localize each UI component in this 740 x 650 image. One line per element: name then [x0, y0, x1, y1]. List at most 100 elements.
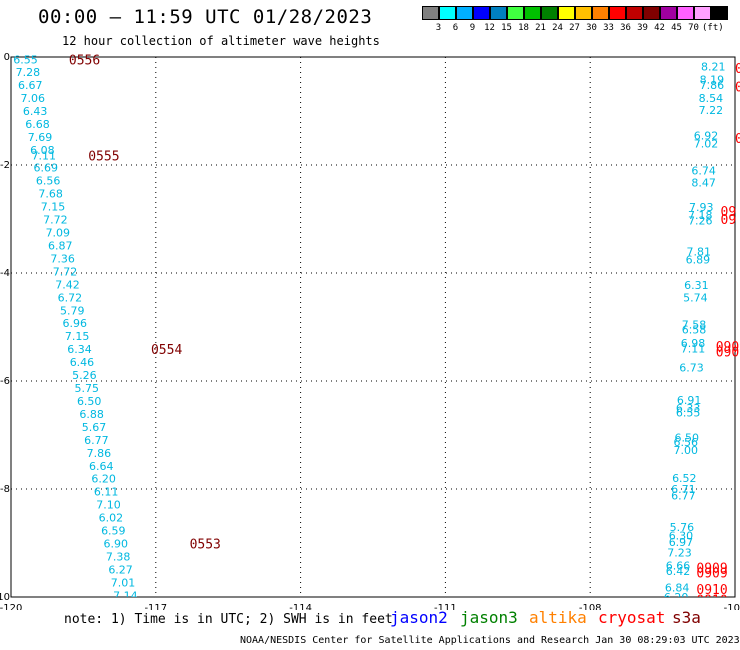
wave-height-label: 6.74 — [691, 164, 716, 177]
wave-height-label: 6.98 — [681, 337, 706, 350]
x-tick-label: -114 — [289, 603, 312, 610]
wave-height-label: 7.11 — [681, 343, 706, 356]
legend-item-s3a: s3a — [672, 608, 701, 627]
wave-height-label: 6.11 — [94, 486, 119, 499]
wave-height-label: 7.14 — [113, 589, 138, 602]
time-label: 0 — [735, 132, 740, 147]
wave-height-label: 6.55 — [13, 54, 38, 67]
y-tick-label: -2 — [0, 160, 10, 171]
wave-height-label: 6.66 — [666, 560, 691, 573]
page-subtitle: 12 hour collection of altimeter wave hei… — [62, 34, 380, 48]
color-swatch — [660, 6, 677, 20]
time-label: 0909 — [716, 340, 740, 355]
wave-height-label: 6.59 — [101, 525, 126, 538]
time-label: 0910 — [696, 583, 727, 598]
time-label: 09 — [721, 213, 737, 228]
time-label: 0 — [735, 81, 740, 96]
wave-height-label: 6.34 — [67, 343, 92, 356]
time-label: 0553 — [190, 538, 221, 553]
wave-height-label: 7.58 — [682, 318, 707, 331]
map-frame — [10, 56, 736, 598]
color-swatch — [694, 6, 711, 20]
time-label: 0555 — [88, 149, 119, 164]
color-swatch — [456, 6, 473, 20]
wave-height-label: 7.18 — [688, 209, 713, 222]
time-label: 0909 — [716, 345, 740, 360]
wave-height-label: 7.15 — [65, 330, 90, 343]
color-swatch — [439, 6, 456, 20]
wave-height-label: 6.56 — [36, 175, 61, 188]
color-swatch — [507, 6, 524, 20]
wave-height-label: 5.67 — [82, 421, 107, 434]
legend-item-jason3: jason3 — [460, 608, 518, 627]
time-label: 09 — [721, 205, 737, 220]
color-swatch — [558, 6, 575, 20]
wave-height-label: 6.92 — [694, 129, 719, 142]
y-tick-label: -6 — [0, 376, 10, 387]
time-label: 0556 — [69, 54, 100, 69]
wave-height-label: 6.96 — [62, 317, 87, 330]
color-swatch — [524, 6, 541, 20]
wave-height-label: 6.72 — [58, 291, 83, 304]
wave-height-label: 6.42 — [666, 565, 691, 578]
color-scale-label: 70 — [688, 23, 699, 33]
color-swatch — [643, 6, 660, 20]
color-swatch — [541, 6, 558, 20]
x-tick-label: -105 — [724, 603, 740, 610]
wave-height-label: 6.64 — [89, 460, 114, 473]
wave-height-label: 7.15 — [41, 201, 66, 214]
wave-height-label: 7.06 — [20, 92, 45, 105]
wave-height-label: 7.93 — [689, 201, 714, 214]
color-scale-label: 12 — [484, 23, 495, 33]
color-swatch — [473, 6, 490, 20]
wave-height-label: 5.79 — [60, 304, 85, 317]
wave-height-label: 6.27 — [108, 563, 133, 576]
color-scale-label: 30 — [586, 23, 597, 33]
wave-height-label: 7.42 — [55, 278, 80, 291]
y-tick-label: -8 — [0, 484, 10, 495]
wave-height-label: 5.26 — [72, 369, 97, 382]
color-scale-label: 33 — [603, 23, 614, 33]
color-scale-label: 36 — [620, 23, 631, 33]
wave-height-label: 6.30 — [669, 529, 694, 542]
wave-height-label: 7.01 — [111, 576, 136, 589]
color-scale-label: 45 — [671, 23, 682, 33]
wave-height-label: 6.58 — [682, 324, 707, 337]
color-swatch — [422, 6, 439, 20]
y-tick-label: -4 — [0, 268, 10, 279]
wave-height-label: 7.69 — [28, 131, 53, 144]
wave-height-label: 6.77 — [84, 434, 109, 447]
wave-height-label: 8.47 — [691, 176, 716, 189]
wave-height-label: 7.38 — [106, 551, 131, 564]
wave-height-label: 7.23 — [667, 547, 692, 560]
legend-item-altika: altika — [529, 608, 587, 627]
time-label: 0910 — [696, 594, 727, 609]
wave-height-label: 7.22 — [699, 104, 724, 117]
legend-item-jason2: jason2 — [390, 608, 448, 627]
wave-height-label: 5.74 — [683, 291, 708, 304]
wave-height-label: 6.20 — [664, 591, 689, 604]
color-swatch — [575, 6, 592, 20]
time-label: 0909 — [696, 567, 727, 582]
color-scale-label: 42 — [654, 23, 665, 33]
color-swatch — [711, 6, 728, 20]
wave-height-label: 6.88 — [79, 408, 104, 421]
map-axes: -120 -117 -114 -111 -108 -105 0 -2 -4 -6 -8 -10 — [0, 52, 740, 610]
wave-height-label: 5.75 — [75, 382, 100, 395]
wave-height-label: 7.72 — [43, 214, 68, 227]
color-scale-label: 21 — [535, 23, 546, 33]
y-tick-label: 0 — [4, 52, 10, 63]
wave-height-label: 6.68 — [25, 118, 50, 131]
wave-height-label: 8.19 — [700, 74, 725, 87]
wave-height-label: 6.90 — [103, 538, 128, 551]
color-scale-label: 39 — [637, 23, 648, 33]
wave-height-label: 6.89 — [686, 254, 711, 267]
wave-height-label: 6.33 — [676, 402, 701, 415]
wave-height-label: 6.91 — [677, 394, 702, 407]
wave-height-label: 6.73 — [679, 362, 704, 375]
wave-height-label: 6.55 — [676, 406, 701, 419]
legend-item-cryosat: cryosat — [598, 608, 666, 627]
color-scale-label: (ft) — [702, 23, 724, 33]
page-title: 00:00 – 11:59 UTC 01/28/2023 — [38, 6, 373, 28]
x-tick-label: -120 — [0, 603, 22, 610]
